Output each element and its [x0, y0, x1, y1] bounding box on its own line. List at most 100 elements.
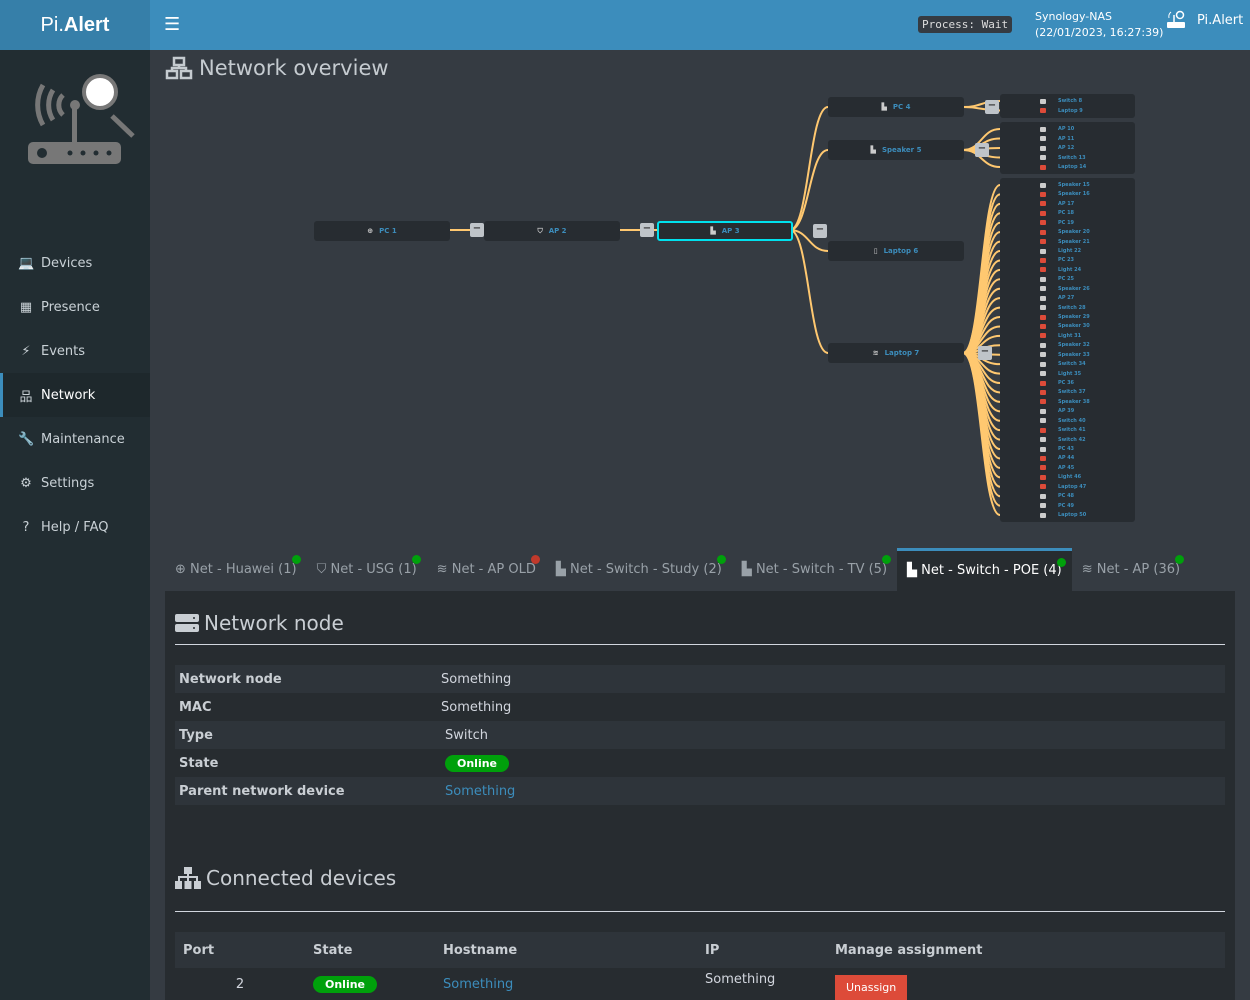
leaf-device[interactable]: Speaker 26: [1040, 285, 1090, 293]
leaf-device[interactable]: PC 49: [1040, 502, 1074, 510]
leaf-device[interactable]: Switch 42: [1040, 436, 1086, 444]
tree-node[interactable]: ▯ Laptop 6: [828, 241, 964, 261]
collapse-button[interactable]: −: [985, 100, 999, 114]
unassign-button[interactable]: Unassign: [835, 974, 908, 1000]
leaf-device[interactable]: AP 17: [1040, 200, 1074, 208]
device-icon: [1040, 371, 1046, 377]
leaf-device[interactable]: Light 46: [1040, 473, 1081, 481]
user-menu[interactable]: Pi.Alert: [1165, 10, 1243, 30]
sidebar-item-settings[interactable]: ⚙ Settings: [0, 461, 150, 505]
sidebar-item-network[interactable]: 品 Network: [0, 373, 150, 417]
tab-net-ap-36-[interactable]: ≋ Net - AP (36): [1072, 548, 1190, 591]
tab-net-switch-poe-4-[interactable]: ▙ Net - Switch - POE (4): [897, 548, 1072, 591]
table-row: State Online: [175, 749, 1225, 777]
tree-link: [789, 106, 829, 231]
sidebar-item-presence[interactable]: ▦ Presence: [0, 285, 150, 329]
tree-node[interactable]: ▙ PC 4: [828, 97, 964, 117]
sidebar-item-maintenance[interactable]: 🔧 Maintenance: [0, 417, 150, 461]
leaf-device[interactable]: PC 43: [1040, 445, 1074, 453]
shield-icon: ⛉: [316, 562, 327, 577]
tree-node[interactable]: ▙ AP 3: [657, 221, 793, 241]
leaf-device[interactable]: PC 25: [1040, 275, 1074, 283]
leaf-device[interactable]: Light 24: [1040, 266, 1081, 274]
leaf-device[interactable]: PC 23: [1040, 256, 1074, 264]
leaf-device[interactable]: Switch 8: [1040, 97, 1082, 105]
host-name: Synology-NAS: [1035, 10, 1112, 23]
leaf-device[interactable]: Speaker 30: [1040, 322, 1090, 330]
leaf-device[interactable]: PC 19: [1040, 219, 1074, 227]
device-icon: [1040, 474, 1046, 480]
collapse-button[interactable]: −: [978, 346, 992, 360]
leaf-device[interactable]: Speaker 16: [1040, 190, 1090, 198]
leaf-device[interactable]: AP 11: [1040, 135, 1074, 143]
column-header: Hostname: [435, 932, 697, 968]
leaf-label: Switch 13: [1058, 154, 1086, 161]
tree-node[interactable]: ≋ Laptop 7: [828, 343, 964, 363]
menu-toggle-icon[interactable]: ☰: [164, 14, 181, 35]
leaf-device[interactable]: Speaker 32: [1040, 341, 1090, 349]
hostname-link[interactable]: Something: [443, 976, 514, 992]
leaf-device[interactable]: Speaker 15: [1040, 181, 1090, 189]
leaf-device[interactable]: Speaker 38: [1040, 398, 1090, 406]
leaf-device[interactable]: AP 10: [1040, 125, 1074, 133]
leaf-device[interactable]: AP 27: [1040, 294, 1074, 302]
leaf-device[interactable]: Light 35: [1040, 370, 1081, 378]
collapse-button[interactable]: −: [470, 223, 484, 237]
tab-net-switch-study-2-[interactable]: ▙ Net - Switch - Study (2): [546, 548, 732, 591]
leaf-device[interactable]: Light 22: [1040, 247, 1081, 255]
sitemap-icon: [175, 867, 201, 889]
tab-net-ap-old[interactable]: ≋ Net - AP OLD: [427, 548, 546, 591]
globe-icon: ⊕: [175, 562, 186, 577]
tab-content: Network node Network node Something MAC So…: [165, 591, 1235, 1000]
leaf-device[interactable]: Speaker 21: [1040, 238, 1090, 246]
leaf-group: [1000, 122, 1135, 174]
tree-node[interactable]: ▙ Speaker 5: [828, 140, 964, 160]
leaf-device[interactable]: AP 39: [1040, 407, 1074, 415]
tree-node[interactable]: ⛉ AP 2: [484, 221, 620, 241]
leaf-device[interactable]: Switch 13: [1040, 154, 1086, 162]
leaf-device[interactable]: Laptop 50: [1040, 511, 1086, 519]
app-logo[interactable]: Pi.Alert: [0, 0, 150, 50]
leaf-device[interactable]: AP 12: [1040, 144, 1074, 152]
tree-node[interactable]: ⊕ PC 1: [314, 221, 450, 241]
leaf-label: Switch 42: [1058, 436, 1086, 443]
leaf-device[interactable]: Switch 34: [1040, 360, 1086, 368]
tab-net-usg-1-[interactable]: ⛉ Net - USG (1): [307, 548, 427, 591]
leaf-device[interactable]: Switch 28: [1040, 304, 1086, 312]
leaf-device[interactable]: Laptop 14: [1040, 163, 1086, 171]
leaf-device[interactable]: Speaker 20: [1040, 228, 1090, 236]
parent-device-link[interactable]: Something: [445, 783, 516, 799]
collapse-button[interactable]: −: [975, 143, 989, 157]
leaf-device[interactable]: Laptop 9: [1040, 107, 1083, 115]
leaf-label: Light 35: [1058, 370, 1082, 377]
gear-icon: ⚙: [20, 475, 32, 491]
leaf-device[interactable]: PC 18: [1040, 209, 1074, 217]
leaf-device[interactable]: Switch 41: [1040, 426, 1086, 434]
device-icon: [1040, 361, 1046, 367]
sidebar-item-events[interactable]: ⚡ Events: [0, 329, 150, 373]
leaf-label: Switch 34: [1058, 361, 1086, 368]
leaf-device[interactable]: Laptop 47: [1040, 483, 1086, 491]
tab-net-switch-tv-5-[interactable]: ▙ Net - Switch - TV (5): [732, 548, 897, 591]
status-dot: [882, 555, 892, 564]
device-icon: [1040, 276, 1046, 282]
router-icon: [1167, 10, 1185, 28]
leaf-device[interactable]: Speaker 29: [1040, 313, 1090, 321]
leaf-device[interactable]: AP 45: [1040, 464, 1074, 472]
ethernet-icon: ▙: [907, 563, 918, 578]
leaf-label: Switch 40: [1058, 417, 1086, 424]
collapse-button[interactable]: −: [813, 224, 827, 238]
sidebar-item-help-faq[interactable]: ? Help / FAQ: [0, 505, 150, 549]
sidebar-item-devices[interactable]: 💻 Devices: [0, 241, 150, 285]
leaf-device[interactable]: Speaker 33: [1040, 351, 1090, 359]
leaf-device[interactable]: Light 31: [1040, 332, 1081, 340]
leaf-device[interactable]: Switch 37: [1040, 388, 1086, 396]
tab-label: Net - Switch - TV (5): [755, 562, 888, 577]
leaf-device[interactable]: AP 44: [1040, 454, 1074, 462]
leaf-device[interactable]: PC 36: [1040, 379, 1074, 387]
tab-net-huawei-1-[interactable]: ⊕ Net - Huawei (1): [165, 548, 307, 591]
collapse-button[interactable]: −: [640, 223, 654, 237]
tab-label: Net - Huawei (1): [190, 562, 297, 577]
leaf-device[interactable]: Switch 40: [1040, 417, 1086, 425]
leaf-device[interactable]: PC 48: [1040, 492, 1074, 500]
